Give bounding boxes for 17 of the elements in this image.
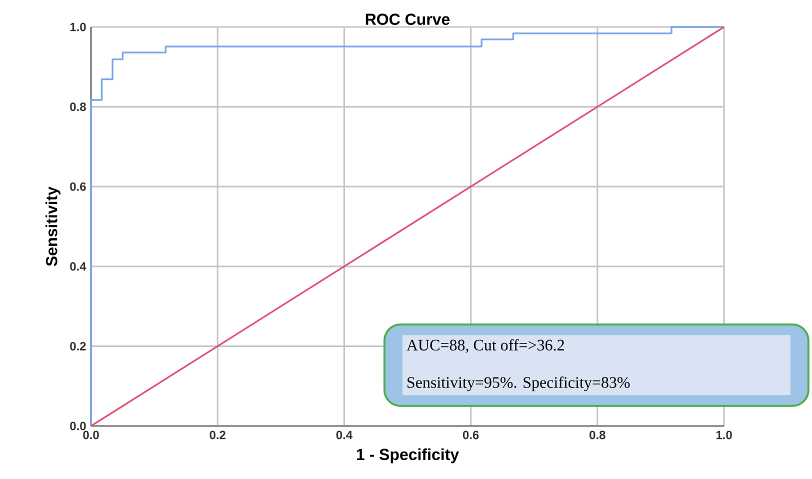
y-axis-title: Sensitivity [46, 186, 60, 266]
y-tick-label: 1.0 [70, 22, 86, 32]
x-tick-label: 0.4 [336, 430, 352, 440]
annotation: Sensitivity=95%. Specificity=83% [408, 376, 630, 392]
x-tick-label: 1.0 [716, 430, 732, 440]
y-tick-label: 0.8 [70, 102, 86, 112]
chart-title: ROC Curve [366, 14, 450, 25]
x-tick-label: 0.0 [83, 430, 99, 440]
x-tick-label: 0.2 [210, 430, 226, 440]
x-axis-title: 1 - Specificity [356, 448, 459, 464]
y-tick-label: 0.4 [70, 262, 86, 271]
x-tick-label: 0.6 [462, 430, 479, 440]
annotation: AUC=88, Cut off=>36.2 [406, 339, 564, 353]
y-tick-label: 0.0 [70, 422, 86, 430]
y-tick-label: 0.2 [70, 342, 86, 350]
x-tick-label: 0.8 [590, 430, 606, 440]
y-tick-label: 0.6 [70, 182, 86, 191]
